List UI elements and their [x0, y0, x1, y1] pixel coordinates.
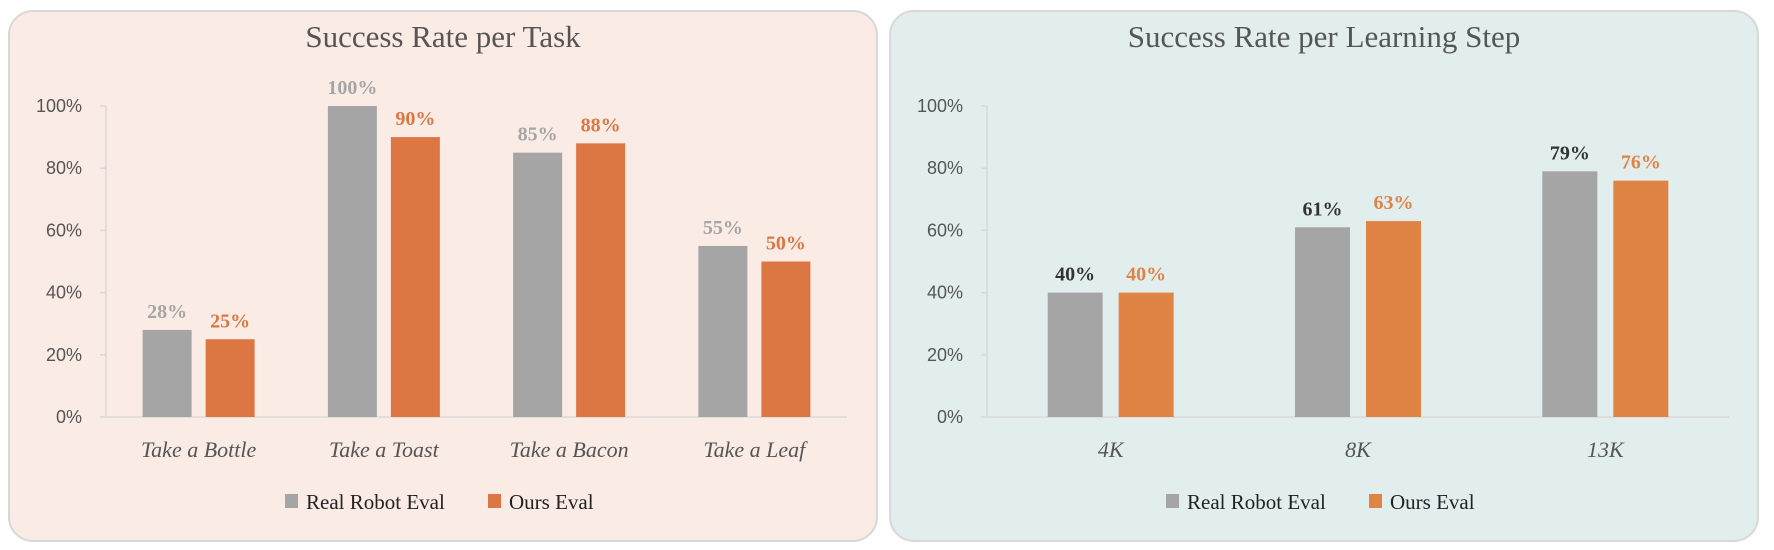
bar-real-robot-eval: [1047, 292, 1103, 417]
y-tick-label: 100%: [917, 96, 963, 116]
bar-ours-eval: [1366, 221, 1421, 417]
bar-real-robot-eval: [698, 245, 748, 417]
data-label: 90%: [395, 108, 435, 130]
data-label: 40%: [1126, 264, 1166, 286]
legend-label: Ours Eval: [509, 490, 594, 514]
y-tick-label: 40%: [46, 283, 82, 303]
legend-swatch: [285, 494, 298, 508]
x-category-label: 13K: [1587, 437, 1625, 462]
bar-real-robot-eval: [1295, 227, 1350, 417]
data-label: 85%: [518, 124, 558, 146]
data-label: 63%: [1374, 192, 1414, 214]
x-category-label: 4K: [1098, 437, 1125, 462]
data-label: 79%: [1550, 142, 1590, 164]
chart-panel-1: Success Rate per Task 0% 20% 40% 60% 80% 100% T…: [8, 10, 878, 542]
y-tick-label: 0%: [56, 407, 82, 427]
y-tick-label: 60%: [46, 220, 82, 240]
bar-real-robot-eval: [142, 329, 192, 417]
legend-label: Real Robot Eval: [306, 490, 445, 514]
bar-ours-eval: [390, 137, 440, 417]
bar-ours-eval: [1613, 180, 1669, 417]
legend: Real Robot Eval Ours Eval: [285, 490, 594, 514]
bar-real-robot-eval: [1542, 171, 1598, 417]
bar-ours-eval: [205, 339, 255, 417]
data-label: 61%: [1303, 198, 1343, 220]
bar-real-robot-eval: [327, 106, 377, 417]
x-category-label: Take a Toast: [329, 437, 440, 462]
data-label: 50%: [766, 233, 806, 255]
y-tick-label: 20%: [927, 345, 963, 365]
data-label: 55%: [703, 217, 743, 239]
x-category-label: 8K: [1345, 437, 1372, 462]
data-label: 88%: [581, 114, 621, 136]
x-category-label: Take a Bottle: [141, 437, 257, 462]
legend-swatch: [1166, 494, 1179, 508]
chart-panel-2: Success Rate per Learning Step 0% 20% 40% 60…: [889, 10, 1759, 542]
data-label: 25%: [210, 310, 250, 332]
data-label: 28%: [147, 301, 187, 323]
bar-ours-eval: [1118, 292, 1174, 417]
data-label: 76%: [1621, 152, 1661, 174]
chart-title: Success Rate per Learning Step: [1128, 19, 1521, 54]
y-tick-label: 0%: [937, 407, 963, 427]
y-tick-label: 60%: [927, 220, 963, 240]
bar-ours-eval: [761, 261, 811, 417]
y-tick-label: 100%: [36, 96, 82, 116]
chart-title: Success Rate per Task: [305, 19, 581, 54]
legend-swatch: [1369, 494, 1382, 508]
legend-label: Real Robot Eval: [1187, 490, 1326, 514]
y-tick-label: 80%: [927, 158, 963, 178]
bar-real-robot-eval: [513, 152, 563, 417]
legend: Real Robot Eval Ours Eval: [1166, 490, 1475, 514]
legend-swatch: [488, 494, 501, 508]
x-category-label: Take a Bacon: [510, 437, 629, 462]
y-tick-label: 20%: [46, 345, 82, 365]
y-tick-label: 40%: [927, 283, 963, 303]
x-category-label: Take a Leaf: [703, 437, 808, 462]
legend-label: Ours Eval: [1390, 490, 1475, 514]
bar-ours-eval: [576, 143, 626, 417]
data-label: 100%: [327, 77, 377, 99]
y-tick-label: 80%: [46, 158, 82, 178]
data-label: 40%: [1055, 264, 1095, 286]
